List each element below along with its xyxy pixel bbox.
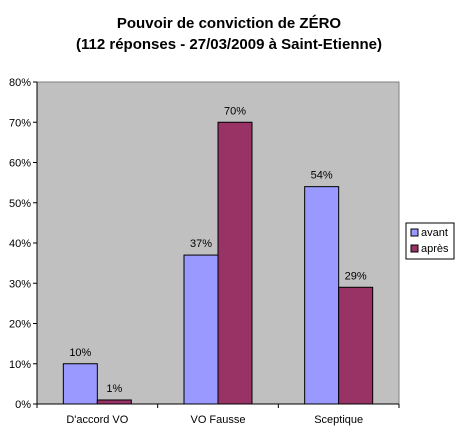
data-label: 37% [190,238,212,250]
data-label: 70% [224,105,246,117]
y-tick-label: 60% [9,158,31,170]
data-label: 54% [311,170,333,182]
x-tick-label: D'accord VO [66,414,128,426]
legend: avant après [405,222,455,260]
data-labels: 10% 37% 54% 1% 70% 29% [69,105,367,395]
bars [62,121,374,405]
data-label: 10% [69,347,91,359]
y-tick-label: 10% [9,359,31,371]
bar-apres [338,286,374,405]
y-tick-label: 30% [9,278,31,290]
y-tick-label: 50% [9,198,31,210]
bar-avant [62,363,98,405]
data-label: 1% [106,383,122,395]
y-tick-label: 20% [9,319,31,331]
legend-label-avant: avant [421,227,448,239]
y-tick-label: 70% [9,117,31,129]
bar-avant [183,254,219,405]
x-tick-label: Sceptique [314,414,363,426]
data-label: 29% [345,270,367,282]
y-tick-label: 40% [9,238,31,250]
legend-swatch-apres [410,244,419,253]
x-axis: D'accord VO VO Fausse Sceptique [36,403,400,426]
legend-swatch-avant [410,228,419,237]
bar-apres [217,121,253,405]
y-tick-label: 0% [15,399,31,411]
x-tick-label: VO Fausse [190,414,245,426]
bar-apres [96,399,132,405]
chart-title-line-1: Pouvoir de conviction de ZÉRO [117,15,342,32]
y-axis: 0% 10% 20% 30% 40% 50% 60% 70% 80% [9,77,38,411]
bar-avant [304,186,340,405]
legend-label-apres: après [421,243,449,255]
y-tick-label: 80% [9,77,31,89]
chart-title-line-2: (112 réponses - 27/03/2009 à Saint-Etien… [76,36,382,53]
